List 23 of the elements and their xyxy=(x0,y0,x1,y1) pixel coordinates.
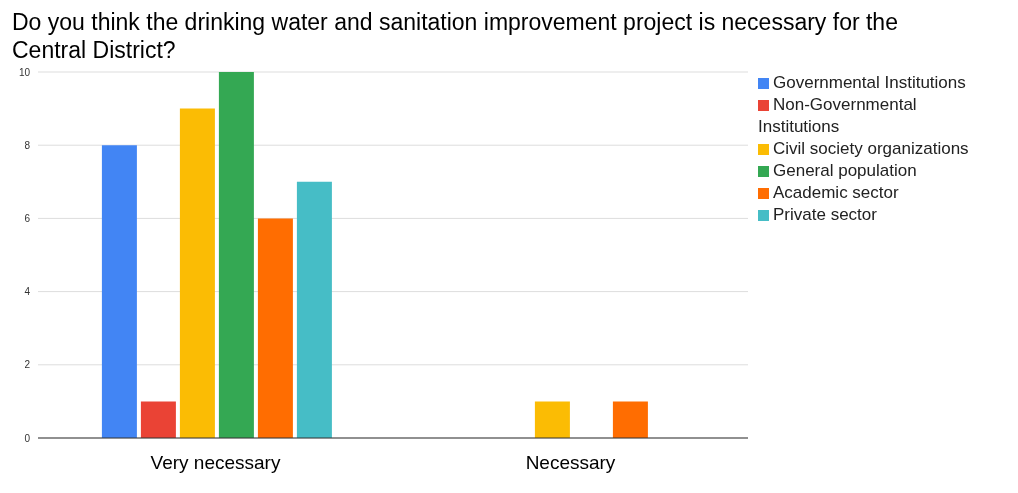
y-tick-label: 10 xyxy=(18,66,31,78)
chart-title: Do you think the drinking water and sanitation improvement project is necessary for the Central District? xyxy=(12,8,899,64)
y-tick-label: 8 xyxy=(24,139,31,151)
x-tick-label: Necessary xyxy=(525,452,616,474)
bar xyxy=(179,108,215,438)
legend-label: Civil society organizations xyxy=(773,139,969,158)
bar xyxy=(612,401,648,438)
legend-label: General population xyxy=(773,161,917,180)
legend-label: Academic sector xyxy=(773,183,899,202)
bar xyxy=(140,401,176,438)
y-tick-label: 6 xyxy=(24,212,31,224)
y-tick-label: 2 xyxy=(24,359,31,371)
legend-label: Non-Governmental Institutions xyxy=(758,95,917,136)
bar xyxy=(296,181,332,438)
legend-label: Private sector xyxy=(773,205,877,224)
bar xyxy=(218,72,254,438)
bar xyxy=(101,145,137,438)
y-tick-label: 4 xyxy=(24,286,31,298)
legend-label: Governmental Institutions xyxy=(773,73,966,92)
bar xyxy=(257,218,293,438)
bar xyxy=(534,401,570,438)
x-tick-label: Very necessary xyxy=(150,452,281,474)
y-tick-label: 0 xyxy=(24,432,31,444)
